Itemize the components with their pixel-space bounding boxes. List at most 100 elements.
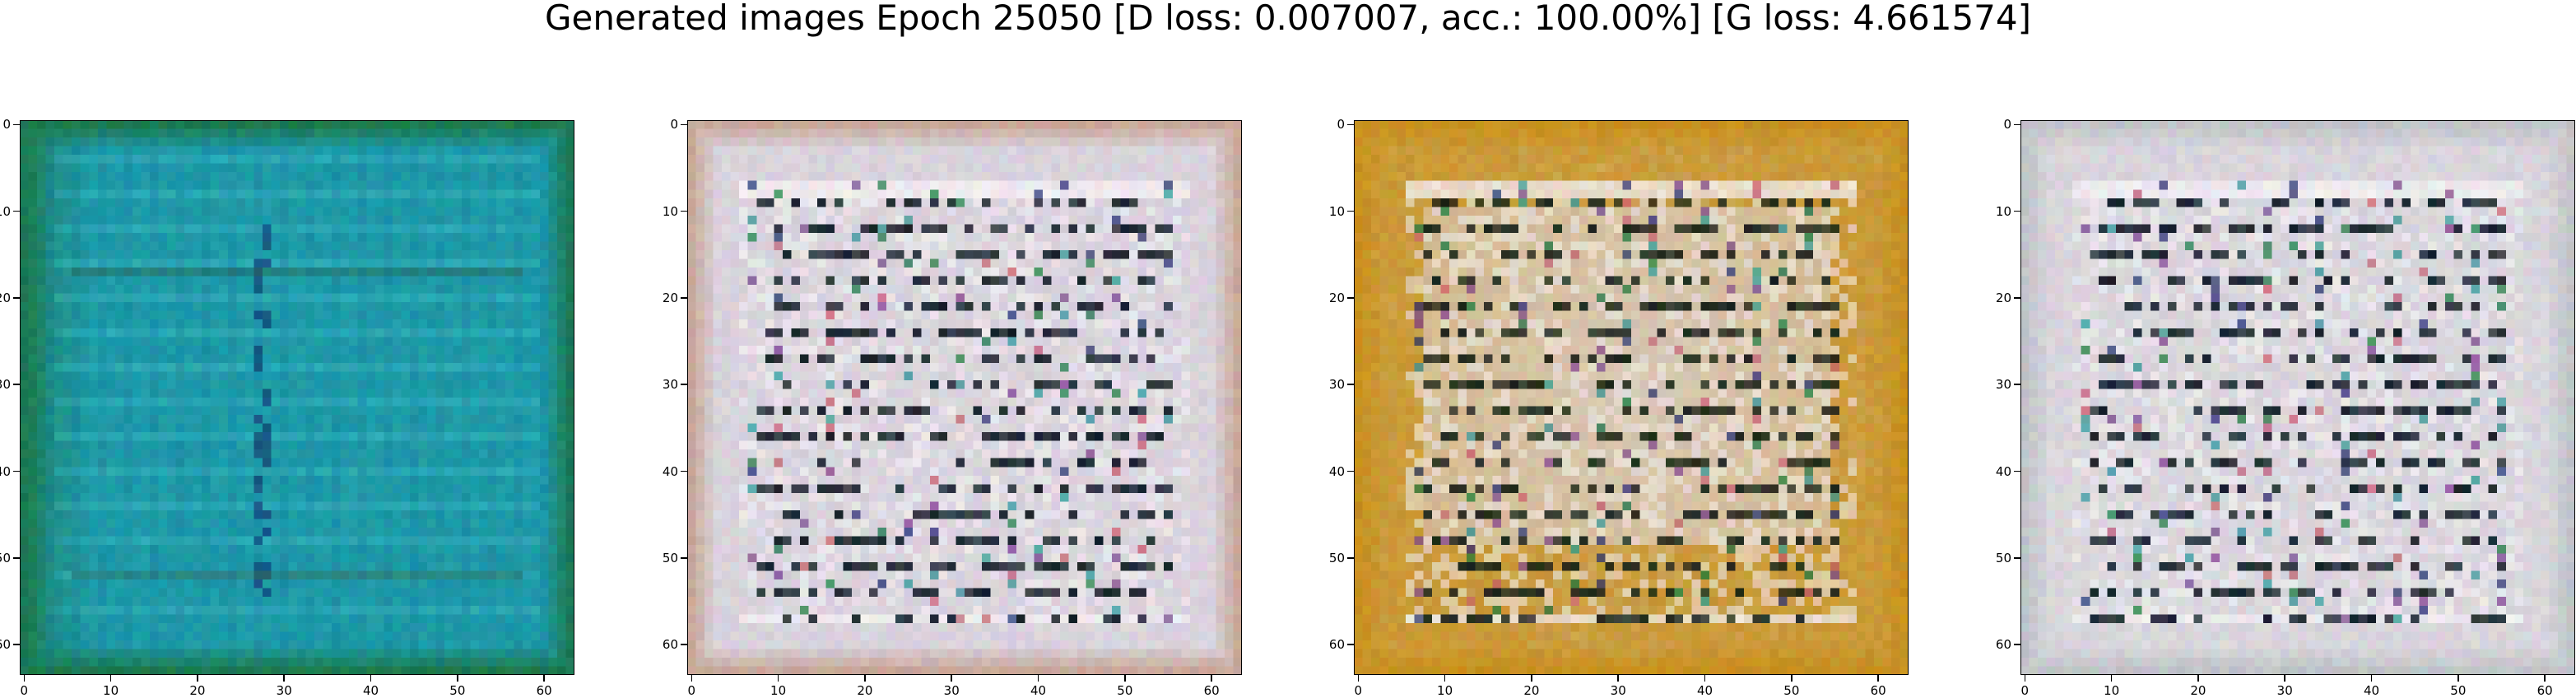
x-tick-label: 20	[189, 683, 206, 698]
x-tick-label: 30	[943, 683, 960, 698]
x-tick-label: 20	[2190, 683, 2206, 698]
y-tick-mark	[1347, 470, 1354, 472]
y-tick-mark	[2014, 470, 2020, 472]
y-tick-label: 0	[670, 117, 678, 133]
x-tick-mark	[2284, 675, 2285, 682]
y-tick-label: 10	[0, 203, 11, 219]
y-tick-mark	[2014, 297, 2020, 299]
y-tick-label: 50	[1995, 550, 2011, 565]
y-tick-label: 10	[1328, 203, 1345, 219]
y-tick-label: 0	[2003, 117, 2011, 133]
x-tick-mark	[1037, 675, 1039, 682]
generated-image-panel-2: 0 10 20 30 40 50 60 0 10 20 30 40 50 60	[663, 118, 1242, 697]
y-tick-label: 50	[0, 550, 11, 565]
generated-image-3	[1354, 120, 1909, 675]
x-tick-label: 30	[2276, 683, 2293, 698]
x-tick-mark	[543, 675, 545, 682]
y-tick-mark	[13, 644, 20, 645]
x-tick-label: 0	[20, 683, 29, 698]
generated-image-2	[687, 120, 1242, 675]
y-tick-label: 60	[1995, 637, 2011, 653]
axes-frame	[20, 120, 574, 675]
x-tick-label: 0	[1354, 683, 1363, 698]
x-tick-label: 40	[1030, 683, 1047, 698]
x-tick-label: 50	[2450, 683, 2467, 698]
x-tick-mark	[197, 675, 198, 682]
y-tick-mark	[13, 123, 20, 126]
x-tick-mark	[864, 675, 866, 682]
x-tick-mark	[2457, 675, 2459, 682]
x-tick-mark	[1357, 675, 1360, 682]
x-tick-mark	[457, 675, 458, 682]
figure-title: Generated images Epoch 25050 [D loss: 0.…	[544, 0, 2032, 38]
x-tick-label: 50	[1783, 683, 1800, 698]
x-tick-label: 60	[1870, 683, 1886, 698]
x-tick-mark	[1531, 675, 1532, 682]
y-tick-label: 20	[1995, 290, 2011, 305]
y-tick-label: 10	[662, 203, 678, 219]
x-tick-mark	[690, 675, 693, 682]
x-tick-mark	[1704, 675, 1706, 682]
x-tick-mark	[2544, 675, 2546, 682]
y-tick-mark	[681, 210, 687, 212]
x-tick-label: 40	[1696, 683, 1713, 698]
y-tick-label: 30	[1328, 377, 1345, 393]
y-tick-label: 60	[662, 637, 678, 653]
y-tick-mark	[681, 470, 687, 472]
y-tick-mark	[13, 384, 20, 385]
y-tick-label: 20	[662, 290, 678, 305]
y-tick-label: 10	[1995, 203, 2011, 219]
y-tick-label: 30	[1995, 377, 2011, 393]
y-tick-label: 40	[0, 463, 11, 479]
y-tick-mark	[2014, 557, 2020, 559]
x-tick-label: 10	[770, 683, 787, 698]
y-tick-mark	[681, 297, 687, 299]
x-tick-label: 10	[103, 683, 119, 698]
y-tick-label: 40	[1995, 463, 2011, 479]
y-tick-label: 30	[662, 377, 678, 393]
generated-image-panel-4: 0 10 20 30 40 50 60 0 10 20 30 40 50 60	[1996, 118, 2575, 697]
y-tick-mark	[13, 297, 20, 299]
y-tick-mark	[2014, 123, 2020, 126]
x-tick-label: 0	[2020, 683, 2030, 698]
y-tick-mark	[1347, 123, 1354, 126]
x-tick-label: 0	[687, 683, 696, 698]
y-tick-label: 30	[0, 377, 11, 393]
y-tick-label: 20	[0, 290, 11, 305]
y-tick-label: 0	[1337, 117, 1345, 133]
y-tick-mark	[681, 557, 687, 559]
axes-frame	[2020, 120, 2575, 675]
y-tick-mark	[13, 470, 20, 472]
x-tick-mark	[283, 675, 285, 682]
y-tick-mark	[1347, 297, 1354, 299]
x-tick-label: 40	[362, 683, 379, 698]
x-tick-label: 60	[1203, 683, 1220, 698]
x-tick-mark	[777, 675, 779, 682]
y-tick-mark	[1347, 210, 1354, 212]
x-tick-mark	[2370, 675, 2373, 682]
y-tick-mark	[1347, 644, 1354, 645]
x-tick-label: 30	[1610, 683, 1626, 698]
x-tick-mark	[370, 675, 372, 682]
y-tick-mark	[681, 123, 687, 126]
y-tick-label: 60	[0, 637, 11, 653]
y-tick-mark	[681, 384, 687, 385]
axes-frame	[687, 120, 1242, 675]
x-tick-label: 50	[1117, 683, 1133, 698]
x-tick-label: 40	[2363, 683, 2380, 698]
x-tick-mark	[1791, 675, 1793, 682]
x-tick-mark	[1124, 675, 1126, 682]
x-tick-label: 20	[857, 683, 873, 698]
y-tick-mark	[2014, 644, 2020, 645]
x-tick-mark	[1444, 675, 1446, 682]
y-tick-mark	[2014, 384, 2020, 385]
y-tick-mark	[13, 557, 20, 559]
x-tick-mark	[2197, 675, 2199, 682]
y-tick-label: 40	[662, 463, 678, 479]
x-tick-label: 60	[536, 683, 552, 698]
x-tick-mark	[951, 675, 952, 682]
y-tick-mark	[1347, 384, 1354, 385]
generated-image-1	[20, 120, 574, 675]
x-tick-label: 20	[1523, 683, 1540, 698]
x-tick-label: 30	[276, 683, 292, 698]
